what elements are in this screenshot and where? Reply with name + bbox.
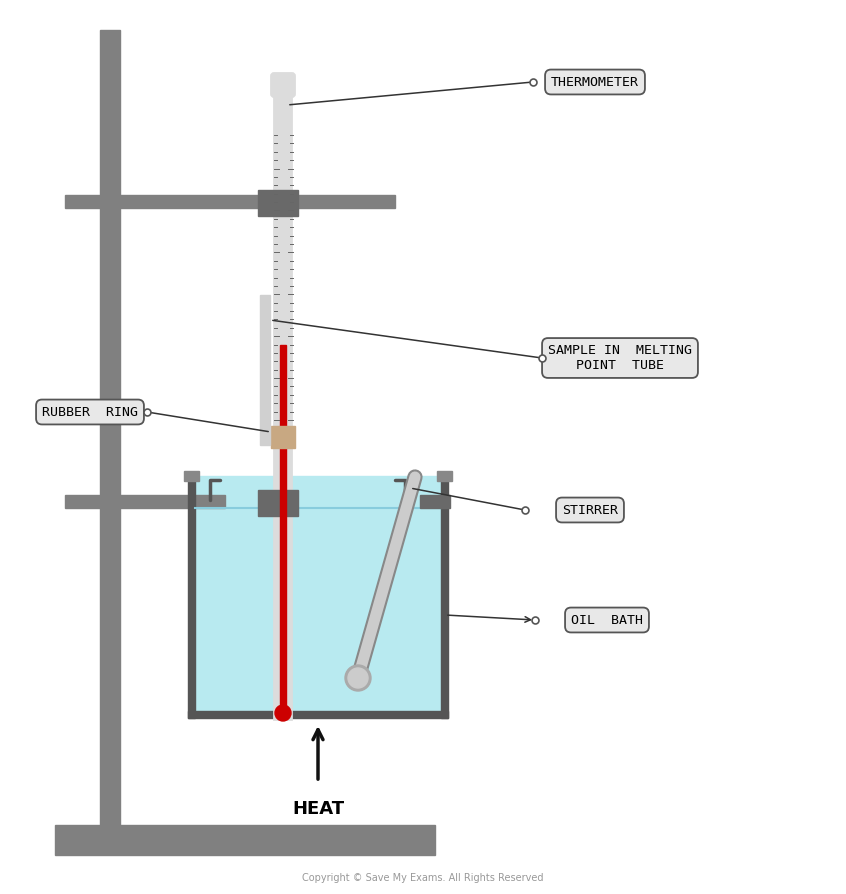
Bar <box>258 490 298 516</box>
Circle shape <box>345 665 371 691</box>
Bar <box>437 471 452 481</box>
Text: THERMOMETER: THERMOMETER <box>551 75 639 89</box>
Circle shape <box>275 705 291 721</box>
Bar <box>195 476 441 711</box>
Bar <box>271 426 295 448</box>
Bar <box>188 476 195 718</box>
Text: STIRRER: STIRRER <box>562 503 618 517</box>
Text: HEAT: HEAT <box>292 800 344 818</box>
Bar <box>188 711 448 718</box>
Text: RUBBER  RING: RUBBER RING <box>42 406 138 418</box>
Bar <box>260 295 270 445</box>
Text: OIL  BATH: OIL BATH <box>571 613 643 627</box>
Bar <box>441 476 448 718</box>
FancyBboxPatch shape <box>271 73 295 97</box>
Bar <box>280 345 286 718</box>
Text: SAMPLE IN  MELTING
POINT  TUBE: SAMPLE IN MELTING POINT TUBE <box>548 344 692 372</box>
Bar <box>274 90 292 720</box>
Text: Copyright © Save My Exams. All Rights Reserved: Copyright © Save My Exams. All Rights Re… <box>302 873 544 883</box>
Bar <box>100 30 120 830</box>
Bar <box>65 495 225 508</box>
Bar <box>258 190 298 216</box>
Bar <box>420 495 450 508</box>
Circle shape <box>348 668 368 688</box>
Bar <box>65 195 395 208</box>
Bar <box>184 471 199 481</box>
Bar <box>55 825 435 855</box>
